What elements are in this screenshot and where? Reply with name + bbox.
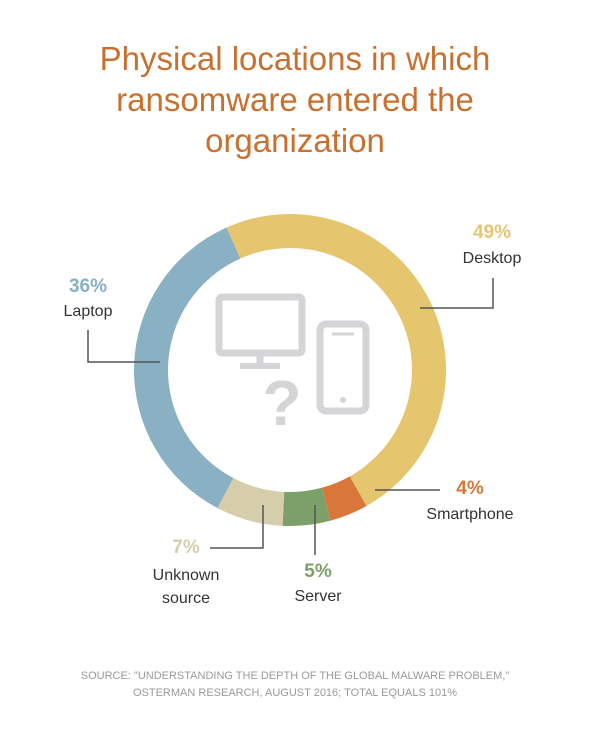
category-label: Smartphone [426, 506, 514, 523]
category-label: Laptop [63, 303, 113, 320]
donut-segment [217, 478, 285, 526]
donut-segment [282, 487, 331, 527]
value-label: 36% [68, 276, 108, 297]
value-label: 7% [172, 537, 200, 558]
value-label: 49% [472, 222, 512, 243]
leader-line [87, 330, 160, 363]
leader-line [420, 278, 494, 309]
source-note: SOURCE: "UNDERSTANDING THE DEPTH OF THE … [80, 670, 510, 699]
donut-segment [226, 213, 447, 506]
svg-text:?: ? [262, 367, 301, 439]
chart-title: Physical locations in which ransomware e… [99, 40, 491, 159]
category-label: Unknown source [152, 567, 220, 607]
donut-segment [321, 476, 367, 521]
leader-line [210, 505, 264, 549]
category-label: Desktop [462, 250, 522, 267]
value-label: 5% [304, 561, 332, 582]
donut-segment [134, 227, 241, 509]
category-label: Server [294, 588, 342, 605]
value-label: 4% [456, 478, 484, 499]
center-icons: ? [215, 293, 370, 439]
